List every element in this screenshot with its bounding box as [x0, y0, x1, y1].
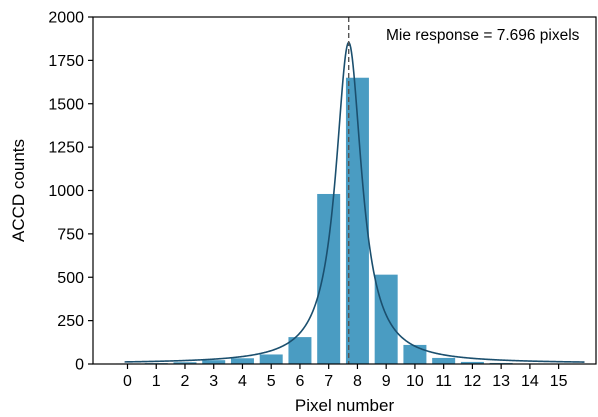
x-tick-label-10: 10: [406, 373, 424, 390]
y-tick-label-2000: 2000: [48, 10, 84, 27]
bar-9: [374, 274, 398, 364]
y-tick-label-250: 250: [57, 313, 84, 330]
bar-11: [432, 357, 456, 364]
y-tick-label-1500: 1500: [48, 96, 84, 113]
x-ticks: 0 1 2 3 4 5 6 7 8 9 10 11 12 13 14 15: [123, 364, 568, 390]
x-tick-label-7: 7: [324, 373, 333, 390]
bar-8: [345, 77, 369, 364]
x-tick-label-0: 0: [123, 373, 132, 390]
y-tick-label-1250: 1250: [48, 140, 84, 157]
bar-3: [202, 360, 226, 364]
x-tick-label-1: 1: [152, 373, 161, 390]
bar-12: [460, 361, 484, 364]
y-tick-label-500: 500: [57, 270, 84, 287]
bar-2: [173, 362, 197, 364]
y-tick-label-0: 0: [75, 357, 84, 374]
x-tick-label-3: 3: [209, 373, 218, 390]
x-tick-label-4: 4: [238, 373, 247, 390]
bar-10: [403, 344, 427, 364]
y-tick-label-1000: 1000: [48, 183, 84, 200]
bar-4: [230, 358, 254, 364]
y-axis-title: ACCD counts: [9, 139, 28, 242]
x-axis-title: Pixel number: [295, 396, 395, 415]
x-tick-label-6: 6: [295, 373, 304, 390]
y-tick-label-1750: 1750: [48, 53, 84, 70]
x-tick-label-12: 12: [464, 373, 482, 390]
bar-5: [259, 354, 283, 364]
x-tick-label-9: 9: [382, 373, 391, 390]
x-tick-label-5: 5: [267, 373, 276, 390]
x-tick-label-14: 14: [521, 373, 539, 390]
x-tick-label-2: 2: [181, 373, 190, 390]
bars: [115, 77, 571, 364]
bar-7: [317, 193, 341, 364]
annotation: Mie response = 7.696 pixels: [386, 27, 580, 44]
x-tick-label-8: 8: [353, 373, 362, 390]
fit-curve: [124, 41, 585, 363]
y-ticks: 0 250 500 750 1000 1250 1500 1750 2000: [48, 10, 93, 374]
y-tick-label-750: 750: [57, 226, 84, 243]
x-tick-label-13: 13: [492, 373, 510, 390]
x-tick-label-15: 15: [550, 373, 568, 390]
x-tick-label-11: 11: [435, 373, 452, 390]
bar-6: [288, 337, 312, 364]
